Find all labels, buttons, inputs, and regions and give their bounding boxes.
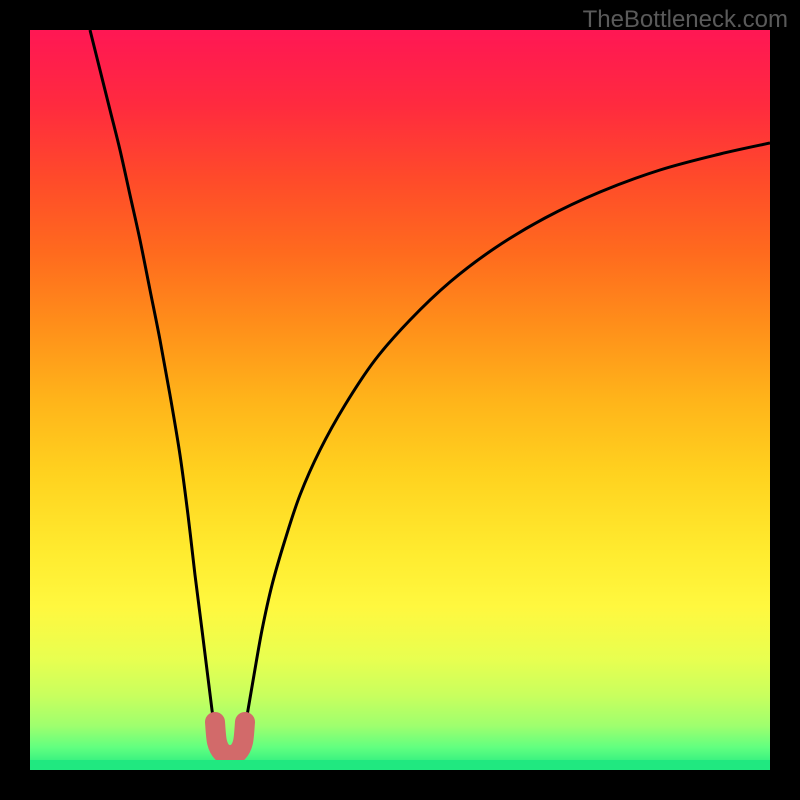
u-marker: [215, 722, 245, 755]
plot-area: [30, 30, 770, 770]
curve-overlay: [30, 30, 770, 770]
watermark-text: TheBottleneck.com: [583, 6, 788, 34]
curve-left: [90, 30, 215, 730]
bottom-strip: [30, 760, 770, 770]
curve-right: [245, 143, 770, 730]
